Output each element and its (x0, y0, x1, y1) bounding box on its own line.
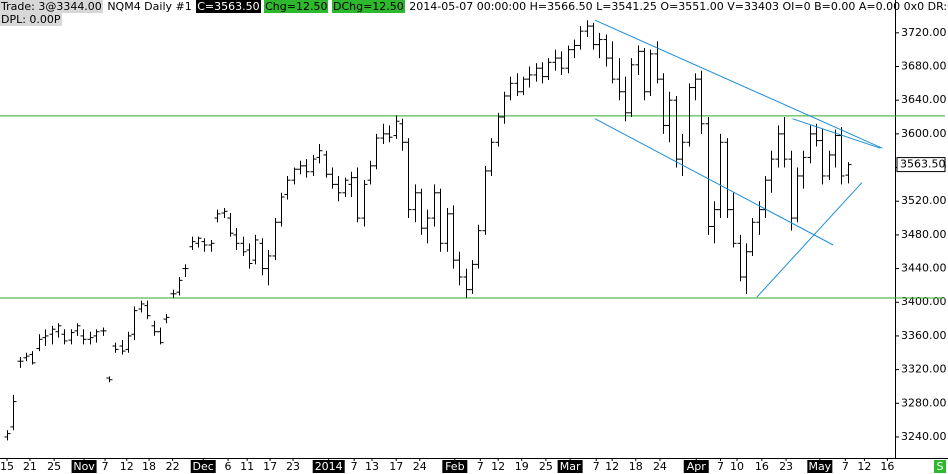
x-tick-label: 16 (880, 460, 894, 473)
x-tick-label: 2014 (315, 460, 343, 473)
x-tick-label: 13 (365, 460, 379, 473)
x-tick-label: 12 (491, 460, 505, 473)
y-tick-label: 3720.00 (901, 26, 947, 39)
trend-line (792, 118, 881, 149)
x-tick-label: Dec (193, 460, 214, 473)
symbol: NQM4 Daily #1 (107, 0, 192, 13)
y-tick-label: 3480.00 (901, 228, 947, 241)
y-tick-label: 3360.00 (901, 329, 947, 342)
x-tick-label: 12 (605, 460, 619, 473)
x-tick-label: 10 (730, 460, 744, 473)
x-tick-label: 7 (351, 460, 358, 473)
status-box (934, 460, 946, 473)
x-tick-label: 18 (142, 460, 156, 473)
y-tick-label: 3520.00 (901, 194, 947, 207)
x-tick-highlight (557, 460, 583, 473)
x-tick-label: 7 (593, 460, 600, 473)
trade: Trade: 3@3344.00 (0, 0, 103, 13)
y-tick-label: 3440.00 (901, 262, 947, 275)
close: C=3563.50 (196, 0, 261, 13)
trend-line (594, 118, 834, 246)
bar-info: 2014-05-07 00:00:00 H=3566.50 L=3541.25 … (409, 0, 948, 13)
x-tick-label: 15 (0, 460, 14, 473)
x-tick-label: 22 (166, 460, 180, 473)
change: Chg=12.50 (264, 0, 329, 13)
header-line: DPL: 0.00P (0, 13, 948, 26)
last-price-box (896, 157, 946, 173)
x-tick-label: 23 (286, 460, 300, 473)
x-tick-label: Nov (73, 460, 95, 473)
x-tick-label: 24 (413, 460, 427, 473)
daily-change: DChg=12.50 (331, 0, 405, 13)
x-tick-label: 16 (755, 460, 769, 473)
x-tick-label: 7 (477, 460, 484, 473)
trend-line (594, 19, 883, 149)
x-tick-highlight (312, 460, 345, 473)
x-tick-label: 18 (629, 460, 643, 473)
x-tick-label: 12 (120, 460, 134, 473)
y-tick-label: 3280.00 (901, 396, 947, 409)
x-tick-label: 12 (857, 460, 871, 473)
last-price-label: 3563.50 (900, 158, 946, 171)
x-tick-label: 7 (717, 460, 724, 473)
y-tick-label: 3680.00 (901, 60, 947, 73)
x-tick-highlight (442, 460, 468, 473)
x-tick-highlight (71, 460, 97, 473)
x-tick-label: 24 (653, 460, 667, 473)
y-tick-label: 3400.00 (901, 295, 947, 308)
status-text: S (937, 460, 944, 473)
x-tick-label: May (808, 460, 831, 473)
x-tick-highlight (683, 460, 709, 473)
x-tick-label: 17 (389, 460, 403, 473)
x-tick-highlight (807, 460, 833, 473)
dpl: DPL: 0.00P (0, 13, 62, 26)
x-tick-label: 6 (225, 460, 232, 473)
header-line: Trade: 3@3344.00 NQM4 Daily #1 C=3563.50… (0, 0, 948, 13)
x-tick-label: 19 (515, 460, 529, 473)
header: Trade: 3@3344.00 NQM4 Daily #1 C=3563.50… (0, 0, 948, 26)
x-tick-label: Apr (687, 460, 707, 473)
x-tick-label: 17 (263, 460, 277, 473)
y-tick-label: 3640.00 (901, 93, 947, 106)
y-tick-label: 3240.00 (901, 430, 947, 443)
trend-line (756, 182, 863, 298)
y-tick-label: 3600.00 (901, 127, 947, 140)
y-tick-label: 3320.00 (901, 363, 947, 376)
x-tick-label: 23 (779, 460, 793, 473)
x-tick-label: 7 (842, 460, 849, 473)
x-tick-highlight (190, 460, 216, 473)
x-tick-label: 25 (539, 460, 553, 473)
x-tick-label: 25 (47, 460, 61, 473)
x-tick-label: 7 (102, 460, 109, 473)
x-tick-label: Feb (445, 460, 464, 473)
x-tick-label: Mar (560, 460, 581, 473)
x-tick-label: 21 (23, 460, 37, 473)
x-tick-label: 11 (240, 460, 254, 473)
